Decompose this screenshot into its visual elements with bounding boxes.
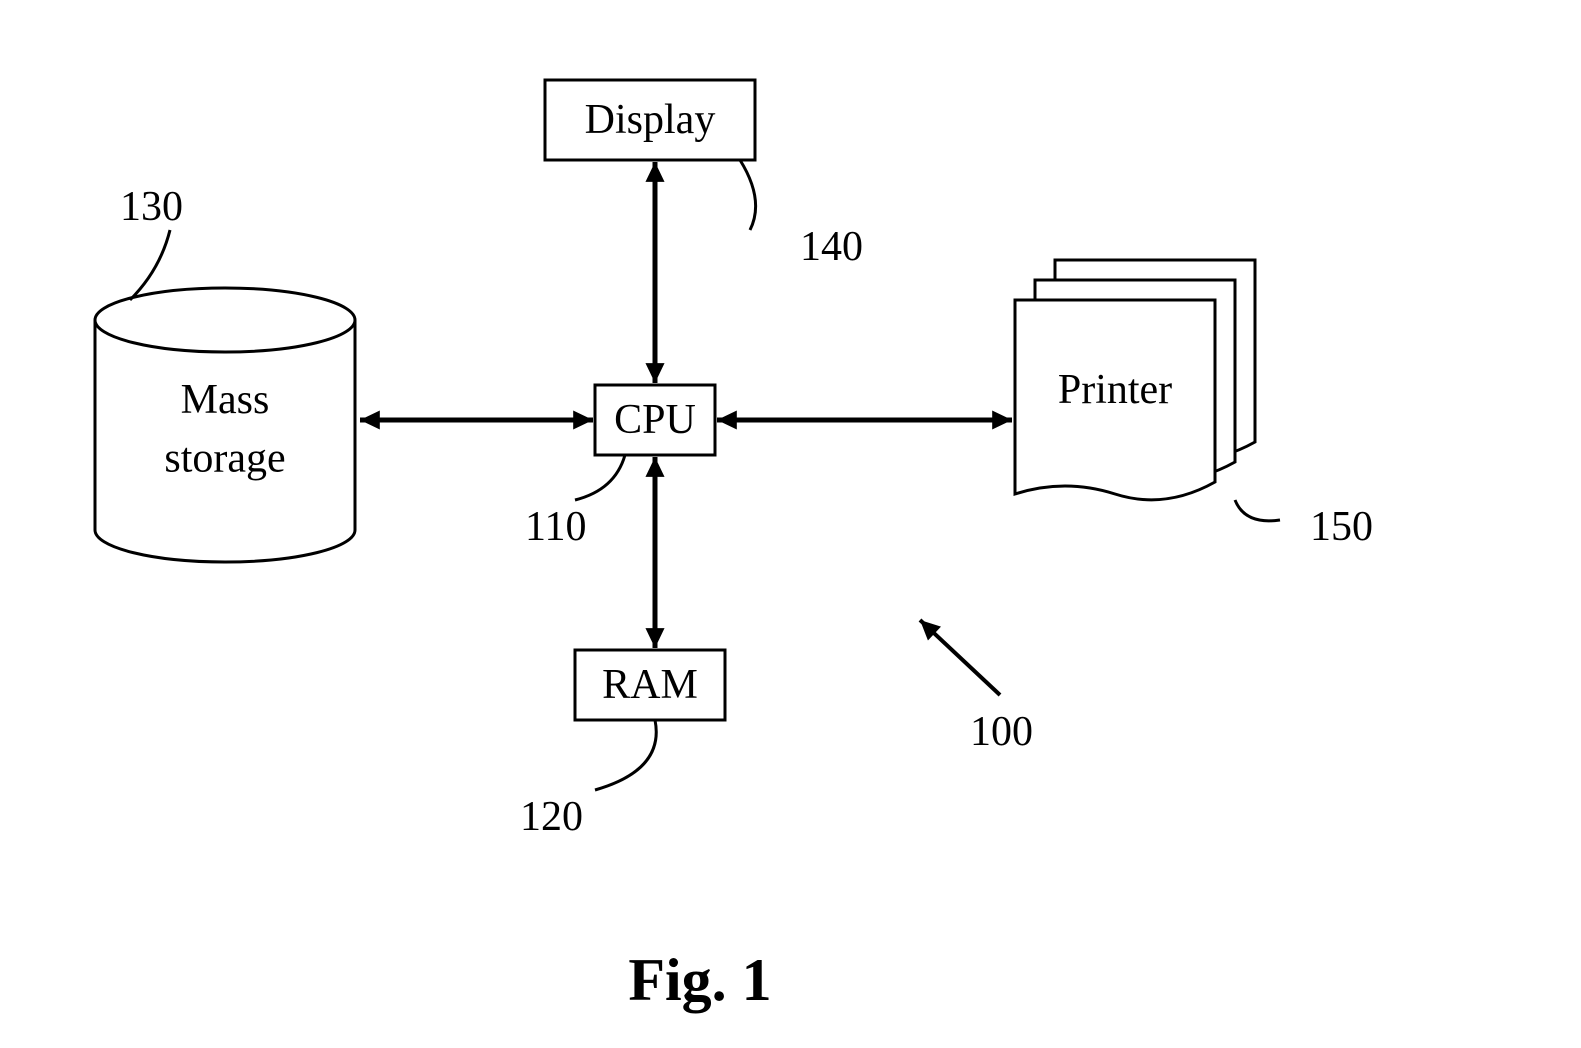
ref-printer: 150 [1310, 504, 1373, 550]
node-mass_storage-label2: storage [164, 436, 285, 482]
ref-ram: 120 [520, 794, 583, 840]
node-printer-label: Printer [1058, 367, 1172, 413]
node-ram-label: RAM [602, 662, 698, 708]
node-display-label: Display [585, 97, 716, 143]
node-cpu-label: CPU [614, 397, 696, 443]
ref-mass_storage: 130 [120, 184, 183, 230]
ref-cpu: 110 [525, 504, 586, 550]
node-printer: Printer [1015, 260, 1255, 500]
figure-ref-label: 100 [970, 709, 1033, 755]
figure-caption: Fig. 1 [628, 947, 771, 1013]
node-mass_storage-label1: Mass [181, 377, 270, 423]
ref-display: 140 [800, 224, 863, 270]
